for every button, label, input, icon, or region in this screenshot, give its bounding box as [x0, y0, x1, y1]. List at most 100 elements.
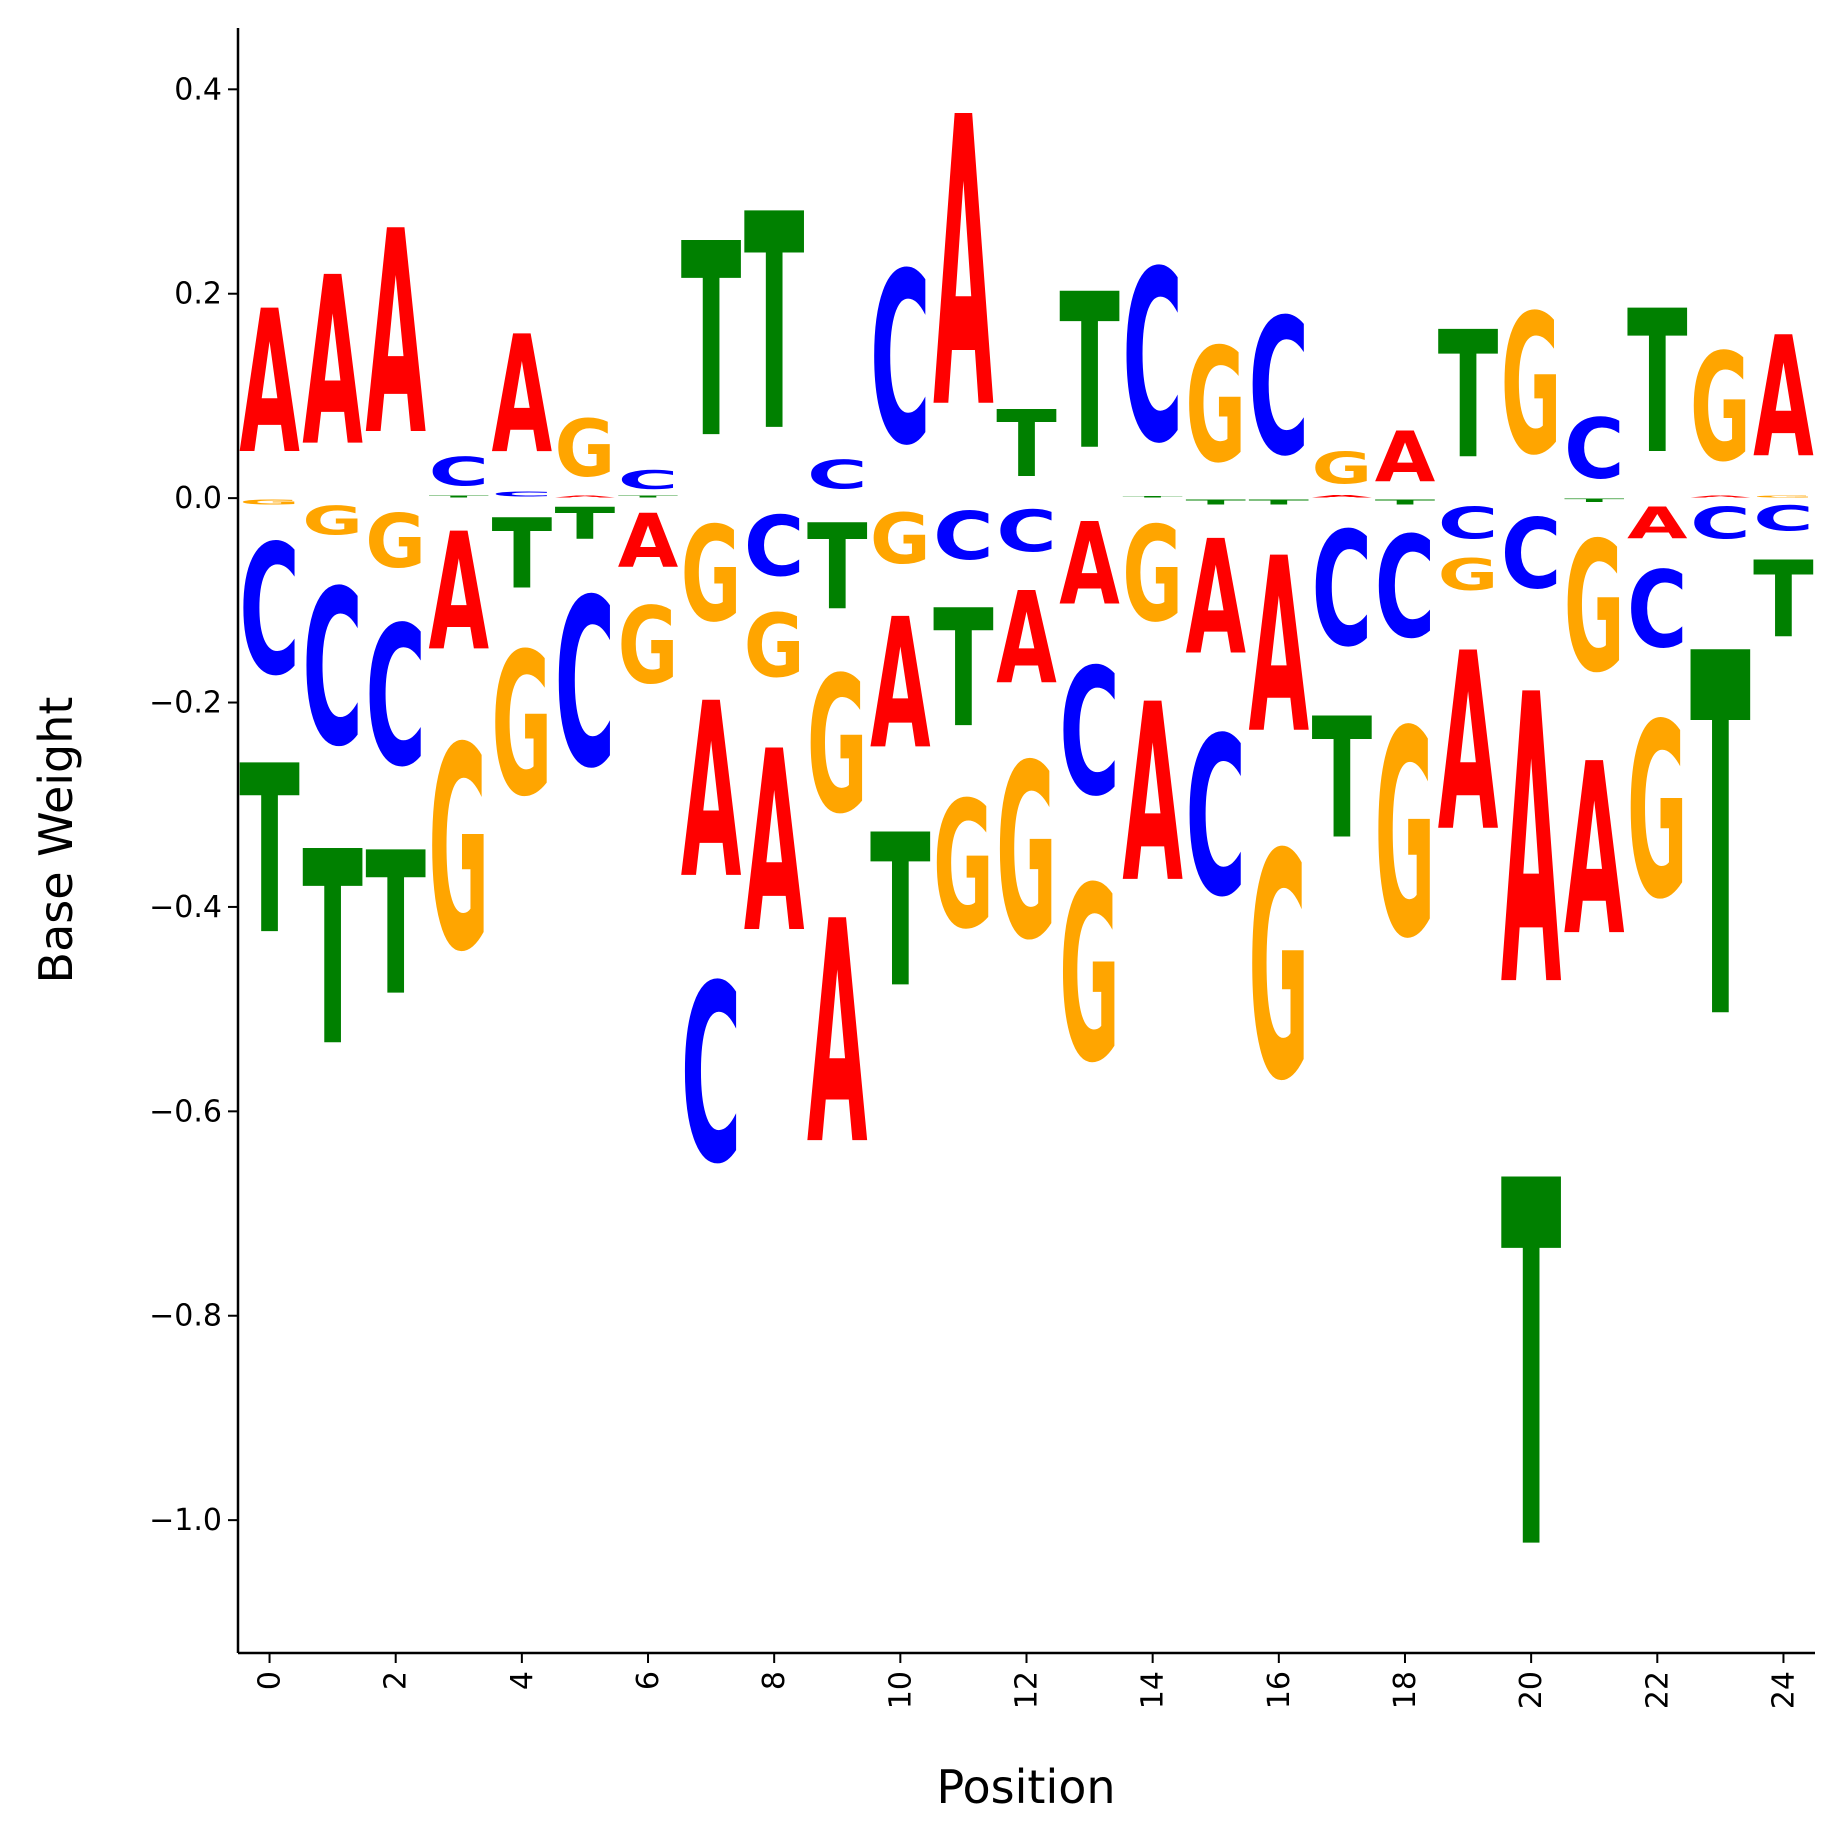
logo-letter-g: G [1690, 321, 1751, 495]
logo-letter-t: T [555, 499, 616, 550]
x-ticks: 0 2 4 6 8 10 12 14 16 18 20 22 24 [253, 1653, 1801, 1709]
logo-letter-t: T [807, 498, 868, 636]
logo-letter-a: A [1122, 651, 1183, 937]
x-axis-label: Position [936, 1760, 1115, 1814]
logo-letter-c: C [492, 490, 553, 498]
logo-letter-a: A [239, 270, 300, 499]
logo-letter-t: T [1501, 1078, 1562, 1663]
logo-letter-g: G [1122, 499, 1183, 652]
logo-letter-a: A [1501, 611, 1562, 1074]
logo-letter-t: T [1185, 498, 1246, 506]
logo-letter-a: A [870, 581, 931, 790]
logo-letter-g: G [681, 499, 742, 652]
logo-letter-c: C [1753, 498, 1814, 539]
logo-letter-g: G [1185, 314, 1246, 497]
logo-letter-a: A [807, 857, 868, 1213]
logo-letter-a: A [1312, 494, 1373, 498]
logo-letter-g: G [618, 586, 679, 707]
logo-letter-t: T [1122, 496, 1183, 498]
logo-letter-t: T [744, 152, 805, 498]
logo-letter-t: T [996, 392, 1057, 499]
logo-letter-c: C [933, 498, 994, 575]
logo-letter-t: T [302, 795, 363, 1105]
logo-letter-a: A [302, 228, 363, 497]
logo-letter-t: T [239, 717, 300, 986]
logo-letter-t: T [1059, 248, 1120, 498]
x-tick-label: 6 [631, 1671, 666, 1690]
logo-letter-t: T [870, 790, 931, 1034]
logo-letter-g: G [744, 596, 805, 698]
x-tick-label: 22 [1640, 1671, 1675, 1709]
y-tick-label: −0.2 [149, 686, 222, 721]
logo-letter-c: C [555, 550, 616, 819]
logo-letter-t: T [1690, 551, 1751, 1130]
logo-letter-a: A [1753, 302, 1814, 495]
logo-letter-g: G [1438, 550, 1499, 600]
logo-letter-a: A [933, 34, 994, 497]
logo-letter-g: G [492, 612, 553, 841]
logo-letter-c: C [1438, 498, 1499, 549]
logo-letter-c: C [1185, 691, 1246, 945]
y-tick-label: −0.4 [149, 890, 222, 925]
logo-letter-a: A [1185, 508, 1246, 690]
logo-letter-g: G [1375, 670, 1436, 1001]
logo-letter-a: A [618, 498, 679, 585]
x-tick-label: 10 [883, 1671, 918, 1709]
y-tick-label: −0.8 [149, 1299, 222, 1334]
logo-letter-t: T [429, 495, 490, 498]
logo-letter-g: G [870, 498, 931, 580]
logo-letter-t: T [933, 575, 994, 763]
x-tick-label: 24 [1766, 1671, 1801, 1709]
logo-letters: AGCTAGCTAGCTTCAGCATGAGTCTCAGTGACTCGACTGA… [239, 34, 1813, 1663]
logo-letter-t: T [492, 498, 553, 610]
logo-letter-t: T [681, 187, 742, 497]
logo-letter-c: C [618, 465, 679, 495]
logo-letter-g: G [807, 637, 868, 856]
y-ticks: 0.4 0.2 0.0 −0.2 −0.4 −0.6 −0.8 −1.0 [149, 72, 238, 1538]
x-tick-label: 12 [1010, 1671, 1045, 1709]
y-axis-label: Base Weight [29, 697, 83, 984]
logo-letter-t: T [1312, 683, 1373, 876]
y-tick-label: 0.2 [174, 277, 222, 312]
x-tick-label: 20 [1514, 1671, 1549, 1709]
logo-letter-g: G [429, 689, 490, 1014]
logo-letter-c: C [1690, 498, 1751, 549]
logo-letter-g: G [1627, 672, 1688, 952]
logo-letter-c: C [744, 498, 805, 595]
logo-letter-g: G [365, 499, 426, 585]
logo-letter-g: G [239, 498, 300, 506]
logo-letter-a: A [555, 495, 616, 498]
logo-letter-c: C [239, 507, 300, 715]
logo-letter-t: T [618, 495, 679, 498]
logo-letter-g: G [1501, 275, 1562, 498]
x-tick-label: 8 [757, 1671, 792, 1690]
y-tick-label: −0.6 [149, 1094, 222, 1129]
logo-letter-c: C [1122, 221, 1183, 496]
logo-letter-g: G [996, 713, 1057, 993]
x-tick-label: 0 [253, 1671, 288, 1690]
logo-letter-g: G [555, 403, 616, 495]
y-tick-label: 0.4 [174, 72, 222, 107]
logo-letter-a: A [1249, 508, 1310, 788]
logo-letter-g: G [933, 765, 994, 968]
logo-letter-c: C [1375, 507, 1436, 670]
logo-letter-g: G [1249, 790, 1310, 1150]
logo-letter-g: G [1564, 505, 1625, 713]
logo-letter-a: A [1438, 600, 1499, 886]
x-tick-label: 4 [505, 1671, 540, 1690]
logo-letter-a: A [744, 698, 805, 988]
logo-letter-a: A [1690, 495, 1751, 498]
x-tick-label: 18 [1388, 1671, 1423, 1709]
logo-letter-c: C [681, 935, 742, 1219]
logo-letter-t: T [1438, 294, 1499, 498]
logo-letter-t: T [1627, 268, 1688, 497]
logo-letter-a: A [1375, 417, 1436, 498]
logo-letter-c: C [1627, 550, 1688, 672]
logo-letter-c: C [365, 586, 426, 810]
logo-letter-a: A [365, 172, 426, 497]
logo-letter-t: T [1564, 498, 1625, 503]
logo-letter-c: C [1564, 401, 1625, 498]
logo-letter-a: A [1059, 498, 1120, 631]
axes: 0.40.20.0−0.2−0.4−0.6−0.8−1.0 0 2 4 6 8 10 12 1… [149, 28, 1815, 1709]
logo-letter-a: A [1564, 715, 1625, 989]
